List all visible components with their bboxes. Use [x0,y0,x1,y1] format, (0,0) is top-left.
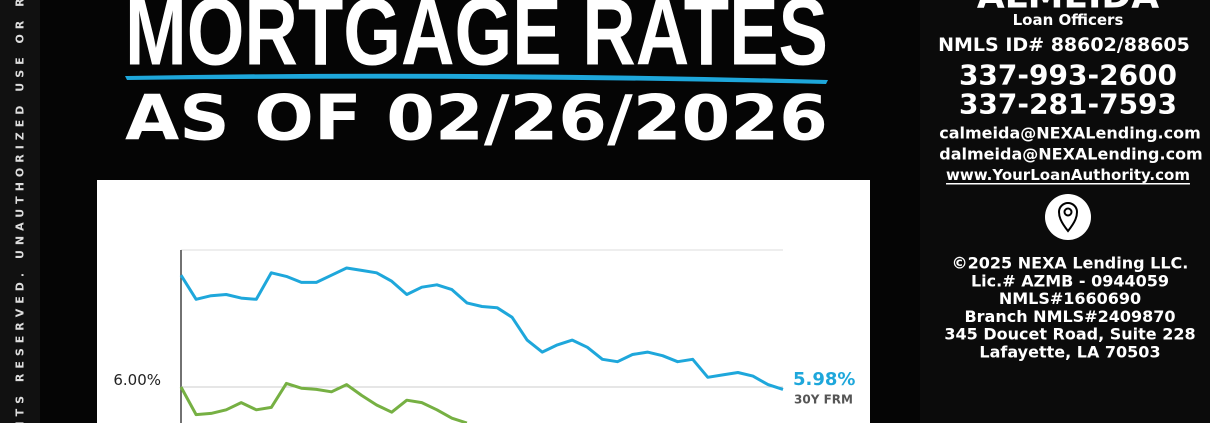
footer-line: ©2025 NEXA Lending LLC. [952,254,1189,273]
footer: ©2025 NEXA Lending LLC.Lic.# AZMB - 0944… [944,254,1195,362]
email: calmeida@NEXALending.com [939,124,1201,143]
footer-line: 345 Doucet Road, Suite 228 [944,325,1195,344]
subtitle: AS OF 02/26/2026 [125,82,828,155]
contact-nmls: NMLS ID# 88602/88605 [938,34,1190,56]
phone: 337-993-2600 [959,59,1177,92]
footer-line: Lafayette, LA 70503 [979,343,1160,362]
chart: 6.00% 5.98% 30Y FRM [113,249,855,423]
end-label: 5.98% [793,369,855,390]
line-series [179,266,784,391]
contact-name: ALMEIDA [977,0,1159,17]
side-strip [0,0,40,423]
website[interactable]: www.YourLoanAuthority.com [946,166,1190,184]
series-name: 30Y FRM [794,392,853,406]
footer-line: NMLS#1660690 [999,289,1141,308]
email: dalmeida@NEXALending.com [939,145,1202,164]
title: MORTGAGE RATES [125,0,828,86]
phone: 337-281-7593 [959,88,1177,121]
y-tick-label: 6.00% [113,371,161,389]
footer-line: Lic.# AZMB - 0944059 [971,271,1169,290]
location-icon [1045,194,1091,240]
chart-panel [97,180,870,423]
side-text: HTS RESERVED. UNAUTHORIZED USE OR R [14,0,27,423]
footer-line: Branch NMLS#2409870 [964,307,1175,326]
title-underline [125,73,828,84]
line-series [179,381,468,423]
contact-role: Loan Officers [1013,11,1124,29]
